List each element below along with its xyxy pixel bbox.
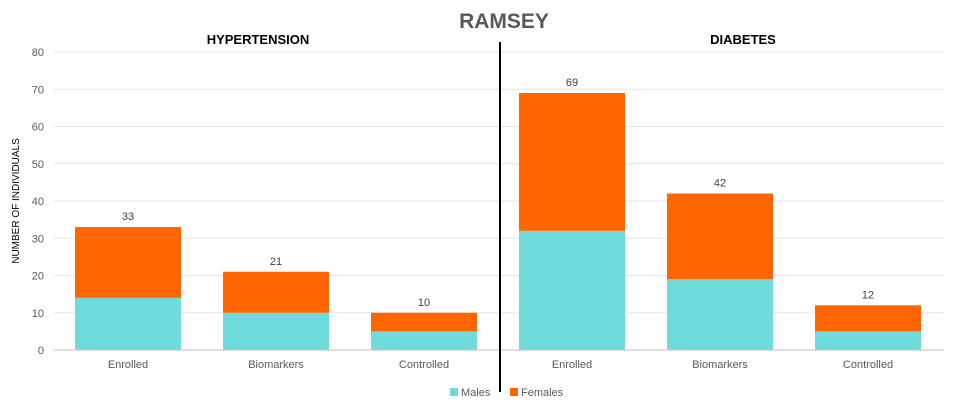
legend: Males Females xyxy=(450,387,564,399)
group-label-hypertension: HYPERTENSION xyxy=(207,32,310,47)
bar-males-controlled xyxy=(371,331,477,350)
bar-males-biomarkers xyxy=(667,279,773,350)
chart-title: RAMSEY xyxy=(459,10,549,33)
y-tick-label: 30 xyxy=(32,233,44,245)
bar-females-enrolled xyxy=(75,227,181,298)
bar-males-controlled xyxy=(815,331,921,350)
y-tick-label: 10 xyxy=(32,308,44,320)
x-tick-label: Biomarkers xyxy=(692,359,748,371)
y-tick-label: 80 xyxy=(32,47,44,59)
y-tick-label: 50 xyxy=(32,159,44,171)
legend-label-males: Males xyxy=(461,387,491,399)
legend-swatch-females xyxy=(510,388,518,396)
bar-females-biomarkers xyxy=(667,193,773,280)
bar-females-biomarkers xyxy=(223,271,329,313)
bars xyxy=(75,92,921,350)
bar-total-label: 21 xyxy=(270,256,282,268)
bar-total-label: 10 xyxy=(418,297,430,309)
bar-males-biomarkers xyxy=(223,312,329,350)
legend-label-females: Females xyxy=(521,387,564,399)
y-tick-label: 20 xyxy=(32,271,44,283)
y-tick-label: 0 xyxy=(38,345,44,357)
x-tick-label: Controlled xyxy=(399,359,449,371)
bar-total-label: 33 xyxy=(122,211,134,223)
y-tick-label: 60 xyxy=(32,122,44,134)
y-axis-label: NUMBER OF INDIVIDUALS xyxy=(11,138,22,264)
legend-swatch-males xyxy=(450,388,458,396)
x-tick-labels: Enrolled Biomarkers Controlled Enrolled Biom… xyxy=(108,359,893,371)
y-tick-label: 70 xyxy=(32,84,44,96)
bar-males-enrolled xyxy=(519,230,625,350)
bar-males-enrolled xyxy=(75,297,181,350)
bar-females-enrolled xyxy=(519,92,625,231)
x-tick-label: Biomarkers xyxy=(248,359,304,371)
y-tick-label: 40 xyxy=(32,196,44,208)
y-tick-labels: 0 10 20 30 40 50 60 70 80 xyxy=(32,47,44,357)
total-labels: 33 21 10 69 42 12 xyxy=(122,77,874,309)
x-tick-label: Enrolled xyxy=(108,359,148,371)
bar-females-controlled xyxy=(371,312,477,332)
bar-total-label: 42 xyxy=(714,178,726,190)
group-label-diabetes: DIABETES xyxy=(710,32,776,47)
bar-total-label: 69 xyxy=(566,77,578,89)
x-tick-label: Controlled xyxy=(843,359,893,371)
x-tick-label: Enrolled xyxy=(552,359,592,371)
bar-total-label: 12 xyxy=(862,289,874,301)
bar-females-controlled xyxy=(815,305,921,332)
